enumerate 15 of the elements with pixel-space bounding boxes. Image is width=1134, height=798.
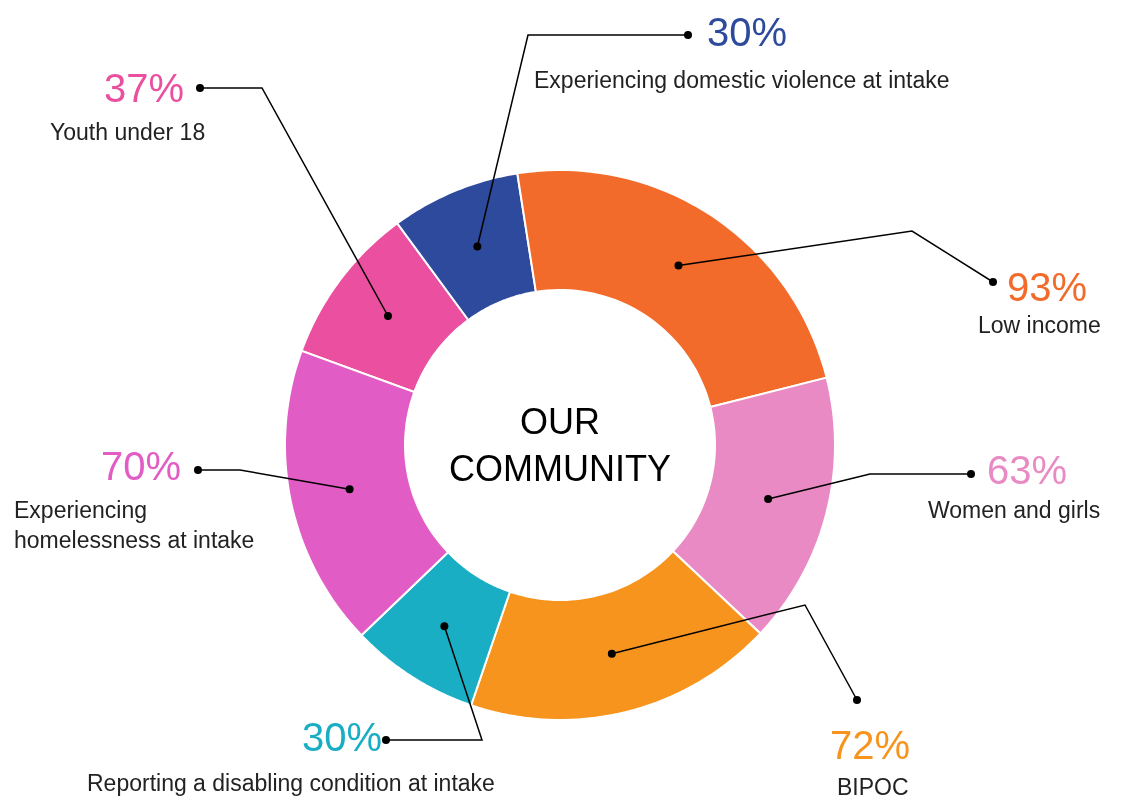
data-label: 30% — [302, 715, 383, 759]
data-label: 30% — [707, 10, 788, 54]
text: OUR COMMUNITY — [449, 401, 671, 489]
category-label: Youth under 18 — [50, 119, 206, 145]
data-label: 63% — [987, 448, 1068, 492]
category-label: BIPOC — [837, 774, 909, 798]
data-label: 72% — [830, 723, 911, 767]
category-label: Women and girls — [928, 497, 1101, 523]
category-label: Low income — [978, 312, 1101, 338]
category-label: Experiencing domestic violence at intake — [534, 67, 950, 93]
data-label: 70% — [101, 444, 182, 488]
data-label: 93% — [1007, 265, 1088, 309]
data-label: 37% — [104, 66, 185, 110]
category-label: Reporting a disabling condition at intake — [87, 770, 495, 796]
category-label: Experiencing homelessness at intake — [14, 497, 255, 553]
